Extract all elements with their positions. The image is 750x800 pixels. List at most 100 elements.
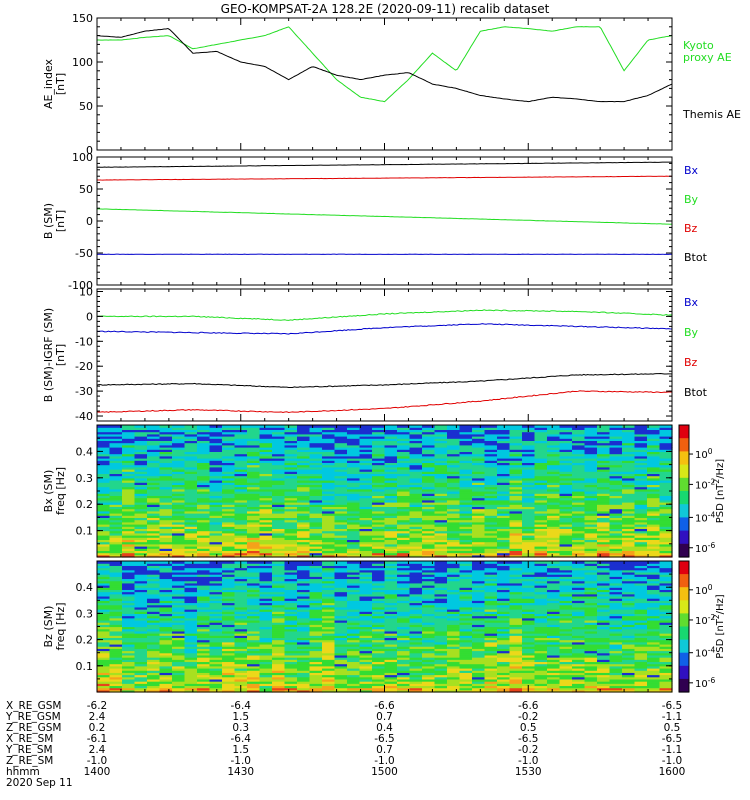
spectrogram-cell <box>159 667 173 671</box>
spectrogram-cell <box>97 464 111 468</box>
spectrogram-cell <box>522 442 536 446</box>
spectrogram-cell <box>609 451 623 455</box>
spectrogram-cell <box>209 678 223 682</box>
spectrogram-cell <box>184 609 198 612</box>
spectrogram-cell <box>309 663 323 667</box>
spectrogram-cell <box>359 436 373 439</box>
spectrogram-cell <box>297 539 311 543</box>
spectrogram-cell <box>122 541 136 545</box>
spectrogram-cell <box>447 578 461 582</box>
spectrogram-cell <box>622 532 636 536</box>
spectrogram-cell <box>184 674 198 678</box>
spectrogram-cell <box>434 619 448 623</box>
spectrogram-cell <box>334 665 348 669</box>
spectrogram-cell <box>122 528 136 532</box>
spectrogram-cell <box>384 537 398 540</box>
spectrogram-cell <box>572 548 586 551</box>
spectrogram-cell <box>284 661 298 665</box>
spectrogram-cell <box>347 600 361 604</box>
spectrogram-cell <box>184 519 198 523</box>
spectrogram-cell <box>459 670 473 673</box>
spectrogram-cell <box>109 469 123 472</box>
spectrogram-cell <box>422 471 436 474</box>
spectrogram-cell <box>209 493 223 496</box>
spectrogram-cell <box>259 665 273 669</box>
spectrogram-cell <box>272 449 286 452</box>
spectrogram-cell <box>472 539 486 543</box>
spectrogram-cell <box>359 604 373 608</box>
spectrogram-cell <box>197 624 211 628</box>
spectrogram-cell <box>397 517 411 521</box>
spectrogram-cell <box>409 497 423 501</box>
spectrogram-cell <box>259 521 273 525</box>
spectrogram-cell <box>197 519 211 523</box>
spectrogram-cell <box>284 565 298 569</box>
spectrogram-cell <box>334 521 348 525</box>
spectrogram-cell <box>422 667 436 671</box>
spectrogram-cell <box>422 429 436 433</box>
spectrogram-cell <box>447 493 461 496</box>
spectrogram-cell <box>372 473 386 477</box>
spectrogram-cell <box>134 602 148 606</box>
spectrogram-cell <box>159 499 173 503</box>
spectrogram-cell <box>172 602 186 606</box>
spectrogram-cell <box>334 622 348 625</box>
spectrogram-cell <box>97 495 111 499</box>
spectrogram-cell <box>447 532 461 536</box>
y-tick-label: 0.3 <box>76 472 94 485</box>
spectrogram-cell <box>372 438 386 441</box>
spectrogram-cell <box>609 513 623 516</box>
spectrogram-cell <box>359 431 373 435</box>
spectrogram-cell <box>172 524 186 527</box>
spectrogram-cell <box>359 550 373 554</box>
spectrogram-cell <box>434 462 448 466</box>
spectrogram-cell <box>97 580 111 584</box>
spectrogram-cell <box>372 633 386 636</box>
spectrogram-cell <box>234 667 248 671</box>
spectrogram-cell <box>109 600 123 604</box>
spectrogram-cell <box>184 442 198 446</box>
spectrogram-cell <box>122 650 136 654</box>
spectrogram-cell <box>359 506 373 510</box>
spectrogram-cell <box>372 628 386 632</box>
spectrogram-cell <box>634 477 648 481</box>
spectrogram-cell <box>334 661 348 665</box>
spectrogram-cell <box>209 670 223 673</box>
spectrogram-cell <box>372 449 386 452</box>
spectrogram-cell <box>422 552 436 556</box>
spectrogram-cell <box>159 543 173 547</box>
series-group <box>96 161 673 255</box>
spectrogram-cell <box>547 548 561 551</box>
spectrogram-cell <box>422 685 436 689</box>
spectrogram-cell <box>572 532 586 536</box>
spectrogram-cell <box>409 582 423 586</box>
spectrogram-cell <box>334 458 348 461</box>
spectrogram-cell <box>284 477 298 481</box>
spectrogram-cell <box>247 471 261 474</box>
spectrogram-cell <box>622 475 636 479</box>
spectrogram-cell <box>634 425 648 428</box>
spectrogram-cell <box>347 602 361 606</box>
spectrogram-cell <box>147 582 161 586</box>
spectrogram-cell <box>309 554 323 558</box>
spectrogram-cell <box>122 598 136 601</box>
spectrogram-cell <box>422 641 436 645</box>
spectrogram-cell <box>659 480 673 483</box>
spectrogram-cell <box>122 453 136 457</box>
spectrogram-cell <box>322 674 336 678</box>
spectrogram-cell <box>634 455 648 459</box>
spectrogram-cell <box>134 495 148 499</box>
spectrogram-cell <box>434 685 448 689</box>
spectrogram-cell <box>397 650 411 654</box>
spectrogram-cell <box>109 565 123 569</box>
spectrogram-cell <box>209 585 223 588</box>
spectrogram-cell <box>122 606 136 610</box>
spectrogram-cell <box>134 502 148 505</box>
spectrogram-cell <box>147 495 161 499</box>
spectrogram-cell <box>597 499 611 503</box>
spectrogram-cell <box>97 427 111 430</box>
spectrogram-cell <box>97 543 111 547</box>
spectrogram-cell <box>522 488 536 492</box>
colorbar-tick-label: 100 <box>695 447 713 461</box>
spectrogram-cell <box>447 528 461 532</box>
